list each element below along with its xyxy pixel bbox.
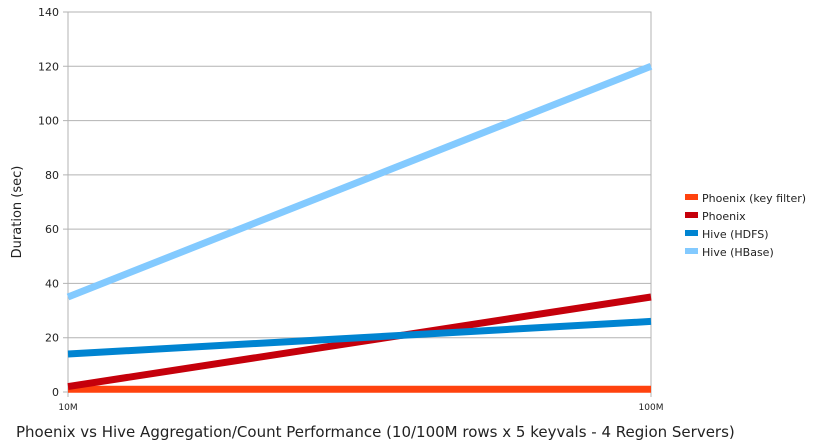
legend-swatch — [685, 194, 698, 200]
y-tick-label: 120 — [38, 60, 59, 73]
x-tick-label: 100M — [639, 403, 664, 413]
y-tick-label: 80 — [45, 169, 59, 182]
y-tick-label: 0 — [52, 386, 59, 399]
y-axis-ticks: 0 20 40 60 80 100 120 140 — [38, 6, 59, 399]
x-tick-label: 10M — [58, 403, 77, 413]
y-axis-label: Duration (sec) — [10, 166, 25, 259]
chart-title: Phoenix vs Hive Aggregation/Count Perfor… — [16, 423, 735, 441]
legend-swatch — [685, 212, 698, 218]
legend-label: Hive (HBase) — [702, 246, 774, 259]
y-tick-label: 140 — [38, 6, 59, 19]
legend-label: Phoenix — [702, 210, 746, 223]
y-tick-label: 20 — [45, 332, 59, 345]
y-tick-label: 100 — [38, 115, 59, 128]
series-lines — [66, 63, 653, 393]
x-axis-ticks: 10M 100M — [58, 392, 663, 413]
legend-swatch — [685, 248, 698, 254]
legend-swatch — [685, 230, 698, 236]
series-line — [66, 63, 653, 301]
y-tick-label: 40 — [45, 277, 59, 290]
y-tick-label: 60 — [45, 223, 59, 236]
series-line — [67, 317, 652, 358]
legend: Phoenix (key filter) Phoenix Hive (HDFS) Hi… — [685, 192, 806, 259]
series-line — [67, 293, 652, 391]
legend-label: Hive (HDFS) — [702, 228, 769, 241]
grid-lines — [63, 11, 651, 393]
legend-label: Phoenix (key filter) — [702, 192, 806, 205]
